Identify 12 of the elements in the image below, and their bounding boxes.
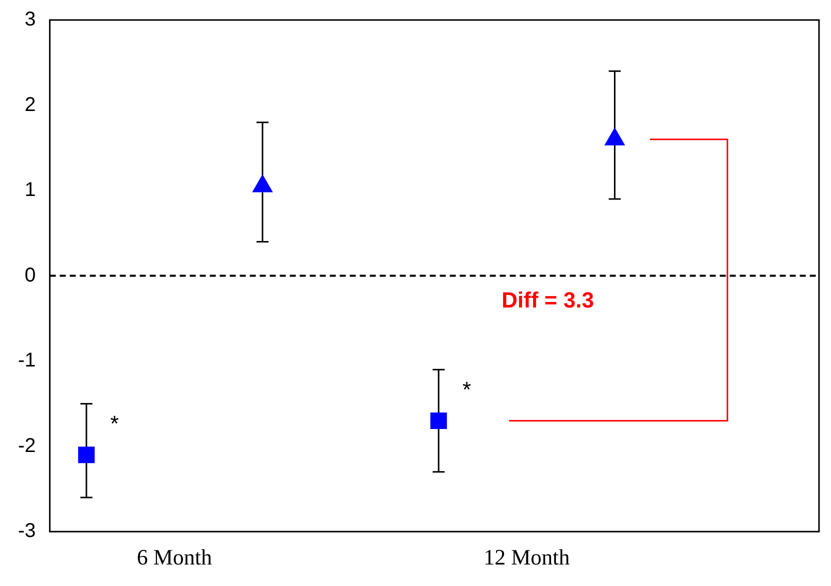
annotation: Diff = 3.3	[502, 287, 594, 312]
x-tick-label: 6 Month	[136, 544, 212, 570]
annotation: *	[110, 411, 120, 436]
y-tick-label: 2	[24, 94, 36, 116]
y-tick-label: -2	[18, 434, 36, 457]
y-tick-label: 1	[24, 179, 36, 202]
y-tick-label: -3	[18, 520, 36, 542]
annotation: *	[462, 376, 472, 402]
y-tick-label: 3	[24, 8, 36, 31]
x-tick-label: 12 Month	[484, 544, 570, 570]
y-tick-label: -1	[18, 350, 36, 372]
y-tick-label: 0	[24, 264, 36, 286]
